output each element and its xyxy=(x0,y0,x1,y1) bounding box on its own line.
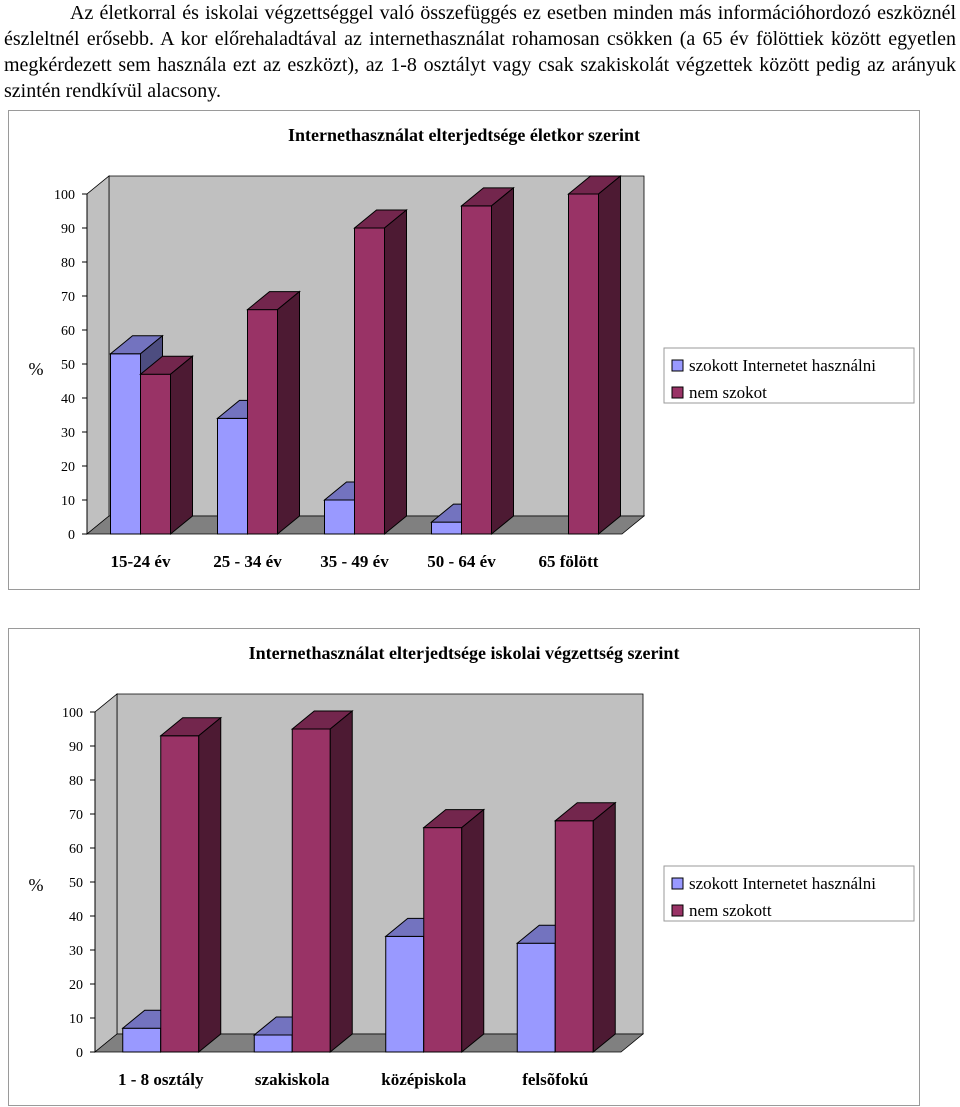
age-chart-bar-front xyxy=(461,205,492,535)
education-chart-bar-2-fels-fok xyxy=(553,801,617,1054)
age-chart-x-tick-label: 25 - 34 év xyxy=(213,552,282,571)
age-chart-bar-front xyxy=(217,417,248,535)
education-chart-x-tick-label: középiskola xyxy=(381,1070,467,1089)
age-chart-bar-front xyxy=(431,521,462,535)
education-chart-bar-front xyxy=(516,942,556,1053)
age-chart-y-tick-label: 70 xyxy=(61,290,75,305)
age-chart-x-tick-label: 65 fölött xyxy=(539,552,599,571)
age-chart-y-tick-label: 90 xyxy=(61,222,75,237)
age-chart-y-tick-label: 80 xyxy=(61,256,75,271)
education-chart-x-tick-label: felsõfokú xyxy=(522,1070,588,1089)
education-chart-y-tick-label: 30 xyxy=(69,944,83,959)
age-chart-x-tick-label: 50 - 64 év xyxy=(427,552,496,571)
intro-paragraph: Az életkorral és iskolai végzettséggel v… xyxy=(4,0,956,104)
education-chart-y-tick-label: 50 xyxy=(69,876,83,891)
age-chart-bar-front xyxy=(568,193,599,535)
age-chart-svg: Internethasználat elterjedtsége életkor … xyxy=(29,125,915,571)
age-chart-legend-label-2: nem szokot xyxy=(689,383,767,402)
education-chart-title: Internethasználat elterjedtsége iskolai … xyxy=(249,643,680,663)
education-chart-y-tick-label: 10 xyxy=(69,1012,83,1027)
education-chart-bar-side xyxy=(329,709,353,1054)
age-chart-y-tick-label: 50 xyxy=(61,358,75,373)
age-chart-legend-swatch-1 xyxy=(671,359,684,372)
age-chart-bar-front xyxy=(324,499,355,535)
age-chart-bar-side xyxy=(598,174,621,536)
age-chart-bar-2-35-49-v xyxy=(353,208,408,536)
education-chart-bar-2-k-z-piskola xyxy=(422,808,486,1054)
age-chart-legend-box xyxy=(663,347,915,404)
education-chart-legend-box xyxy=(663,865,915,922)
education-chart-y-tick-label: 100 xyxy=(62,706,83,721)
intro-text: Az életkorral és iskolai végzettséggel v… xyxy=(4,2,956,102)
education-chart-side-wall xyxy=(94,693,118,1053)
education-chart-y-tick-label: 60 xyxy=(69,842,83,857)
age-chart: Internethasználat elterjedtsége életkor … xyxy=(8,110,920,590)
age-chart-title: Internethasználat elterjedtsége életkor … xyxy=(288,125,640,145)
education-chart-legend-label-1: szokott Internetet használni xyxy=(689,874,876,893)
education-chart-bar-2-1-8-oszt-ly xyxy=(159,716,223,1054)
age-chart-bar-side xyxy=(491,186,514,536)
education-chart-bar-front xyxy=(122,1027,162,1053)
age-chart-y-tick-label: 10 xyxy=(61,494,75,509)
age-chart-bar-side xyxy=(384,208,407,536)
education-chart-y-tick-label: 20 xyxy=(69,978,83,993)
age-chart-y-tick-label: 60 xyxy=(61,324,75,339)
age-chart-x-tick-label: 35 - 49 év xyxy=(320,552,389,571)
education-chart-legend-label-2: nem szokott xyxy=(689,901,772,920)
age-chart-y-tick-label: 0 xyxy=(68,528,75,543)
age-chart-legend-swatch-2 xyxy=(671,386,684,399)
age-chart-side-wall xyxy=(86,175,110,535)
education-chart-bar-front xyxy=(160,735,200,1053)
age-chart-bar-2-25-34-v xyxy=(246,290,301,536)
education-chart-legend-swatch-2 xyxy=(671,904,684,917)
age-chart-y-tick-label: 100 xyxy=(54,188,75,203)
education-chart-bar-front xyxy=(253,1034,293,1053)
age-chart-y-axis-label: % xyxy=(29,359,44,379)
age-chart-x-tick-label: 15-24 év xyxy=(111,552,171,571)
age-chart-legend-label-1: szokott Internetet használni xyxy=(689,356,876,375)
education-chart-svg: Internethasználat elterjedtsége iskolai … xyxy=(29,643,915,1089)
age-chart-bar-front xyxy=(140,373,171,535)
age-chart-bar-side xyxy=(170,355,193,536)
age-chart-bar-side xyxy=(277,290,300,536)
education-chart-y-tick-label: 80 xyxy=(69,774,83,789)
education-chart-bar-side xyxy=(592,801,616,1054)
education-chart-bar-2-szakiskola xyxy=(290,709,354,1054)
education-chart-bar-front xyxy=(385,935,425,1053)
education-chart-y-axis-label: % xyxy=(29,875,44,895)
education-chart-bar-front xyxy=(291,728,331,1053)
age-chart-y-tick-label: 40 xyxy=(61,392,75,407)
age-chart-y-tick-label: 20 xyxy=(61,460,75,475)
age-chart-bar-front xyxy=(247,309,278,535)
education-chart-y-tick-label: 40 xyxy=(69,910,83,925)
education-chart-legend-swatch-1 xyxy=(671,877,684,890)
education-chart-y-tick-label: 70 xyxy=(69,808,83,823)
age-chart-bar-2-65-f-l-tt xyxy=(567,174,622,536)
education-chart-bar-side xyxy=(198,716,222,1054)
education-chart-y-tick-label: 0 xyxy=(76,1046,83,1061)
education-chart-bar-front xyxy=(554,820,594,1053)
education-chart-bar-front xyxy=(423,827,463,1053)
age-chart-bar-front xyxy=(354,227,385,535)
education-chart-x-tick-label: 1 - 8 osztály xyxy=(118,1070,204,1089)
age-chart-bar-front xyxy=(110,353,141,535)
age-chart-bar-2-15-24-v xyxy=(139,355,194,536)
education-chart: Internethasználat elterjedtsége iskolai … xyxy=(8,628,920,1106)
age-chart-bar-2-50-64-v xyxy=(460,186,515,536)
age-chart-legend: szokott Internetet használni nem szokot xyxy=(663,347,915,404)
education-chart-bar-side xyxy=(461,808,485,1054)
age-chart-y-tick-label: 30 xyxy=(61,426,75,441)
education-chart-x-tick-label: szakiskola xyxy=(255,1070,330,1089)
education-chart-y-tick-label: 90 xyxy=(69,740,83,755)
education-chart-legend: szokott Internetet használni nem szokott xyxy=(663,865,915,922)
